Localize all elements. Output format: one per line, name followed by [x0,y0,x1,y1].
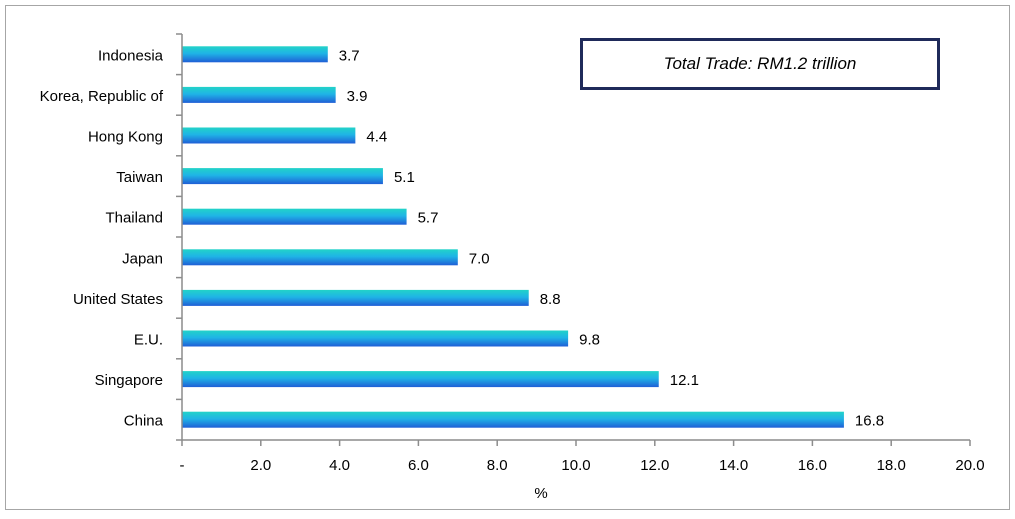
category-label: Indonesia [98,47,164,64]
data-label: 16.8 [855,413,884,430]
data-label: 5.7 [418,210,439,227]
bar [182,46,328,63]
data-label: 4.4 [366,129,387,146]
x-tick-label: 8.0 [487,457,508,474]
bar [182,127,356,144]
bar [182,208,407,225]
data-label: 3.9 [347,88,368,105]
total-trade-annotation: Total Trade: RM1.2 trillion [580,38,940,90]
data-label: 3.7 [339,47,360,64]
chart-frame [5,5,1010,510]
category-label: China [124,413,164,430]
data-label: 7.0 [469,250,490,267]
category-label: Thailand [105,210,163,227]
x-tick-label: 12.0 [640,457,669,474]
bar [182,289,529,306]
category-label: Hong Kong [88,129,163,146]
x-tick-label: 20.0 [955,457,984,474]
x-tick-label: 14.0 [719,457,748,474]
category-label: Singapore [95,372,163,389]
category-label: E.U. [134,332,163,349]
x-tick-label: 4.0 [329,457,350,474]
data-label: 8.8 [540,291,561,308]
category-label: Japan [122,250,163,267]
x-tick-label: - [180,457,185,474]
x-tick-label: 2.0 [250,457,271,474]
bar [182,168,383,185]
x-axis-title: % [534,485,547,502]
category-label: Korea, Republic of [40,88,164,105]
category-label: Taiwan [116,169,163,186]
x-tick-label: 18.0 [877,457,906,474]
data-label: 12.1 [670,372,699,389]
x-tick-label: 16.0 [798,457,827,474]
category-label: United States [73,291,163,308]
x-tick-label: 6.0 [408,457,429,474]
bar [182,330,569,347]
x-tick-label: 10.0 [561,457,590,474]
data-label: 9.8 [579,332,600,349]
data-label: 5.1 [394,169,415,186]
bar [182,86,336,103]
bar [182,249,458,266]
bar [182,371,659,388]
bar [182,411,844,428]
